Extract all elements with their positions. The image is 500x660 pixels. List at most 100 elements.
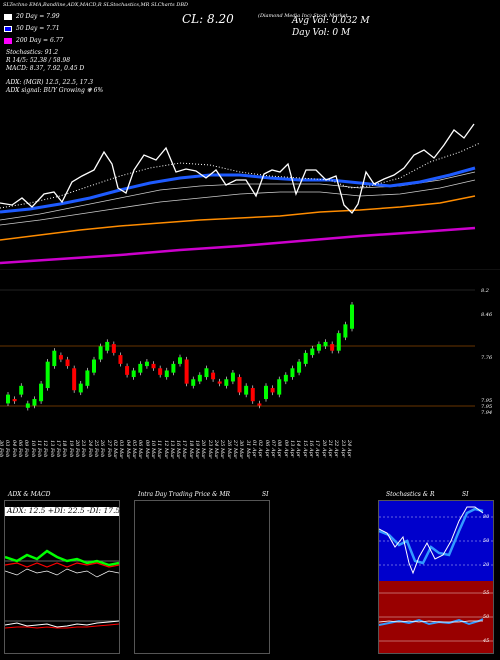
candle-body xyxy=(92,359,96,373)
price-label: 7.94 xyxy=(481,410,493,416)
ema50-line xyxy=(0,166,476,214)
candlestick-panel xyxy=(0,289,475,411)
date-label: 17 Mar xyxy=(181,440,188,459)
candle-body xyxy=(125,366,130,375)
candle-body xyxy=(164,370,169,378)
date-label: 18 Feb xyxy=(61,440,68,458)
candle-body xyxy=(98,346,103,360)
adx-macd-panel: ADX: 12.5 +DI: 22.5 -DI: 17.5 xyxy=(4,500,120,654)
adx-macd-title: ADX & MACD xyxy=(8,491,51,498)
plus-di-line xyxy=(5,549,119,567)
candle-body xyxy=(25,403,30,408)
date-label: 17 Apr xyxy=(314,440,321,458)
date-label: 26 Feb xyxy=(99,440,106,458)
date-label: 18 Mar xyxy=(187,440,194,459)
candle-body xyxy=(244,385,249,395)
date-label: 09 Feb xyxy=(23,440,30,458)
date-label: 02 Apr xyxy=(257,440,264,458)
ema20-swatch xyxy=(4,14,12,20)
price-label: 7.95 xyxy=(481,398,493,404)
candle-body xyxy=(65,359,70,367)
stochastics-title: Stochastics & R xyxy=(386,491,435,498)
candles xyxy=(6,301,354,411)
price-label: 7.76 xyxy=(481,355,493,361)
date-label: 25 Feb xyxy=(92,440,99,458)
price-label: 8.2 xyxy=(481,288,489,294)
candle-body xyxy=(78,383,83,393)
date-label: 20 Mar xyxy=(200,440,207,459)
date-label: 04 Feb xyxy=(10,440,17,458)
mr-tick: 55 xyxy=(483,590,490,596)
candle-body xyxy=(350,304,354,329)
macd-readout: MACD: 8.37, 7.92, 0.45 D xyxy=(6,65,85,72)
stoch-tick: 80 xyxy=(483,514,490,520)
macd-signal-line xyxy=(5,623,119,629)
date-label: 02 Mar xyxy=(111,440,118,459)
adx-signal: ADX signal: BUY Growing ❋ 6% xyxy=(6,87,104,94)
candle-body xyxy=(178,357,182,364)
candle-body xyxy=(211,372,216,380)
price-line xyxy=(0,123,475,215)
date-label: 10 Mar xyxy=(149,440,156,459)
ema20-dotted xyxy=(0,142,481,209)
bandline-upper xyxy=(0,171,476,221)
date-label: 25 Mar xyxy=(219,440,226,459)
candle-body xyxy=(204,368,209,378)
candle-body xyxy=(6,394,10,404)
candle-body xyxy=(197,374,202,382)
candle-body xyxy=(323,341,328,347)
close-price: CL: 8.20 xyxy=(182,12,234,26)
stoch-d-line xyxy=(379,507,484,565)
ema50-swatch xyxy=(4,26,12,32)
macd-line xyxy=(5,620,119,628)
candle-body xyxy=(111,344,116,353)
ema200-label: 200 Day = 6.77 xyxy=(16,37,64,44)
date-label: 11 Mar xyxy=(156,440,163,459)
stoch-k-line xyxy=(379,506,484,575)
date-axis: 30 Feb 03 Feb 04 Feb 06 Feb 09 Feb 10 Feb 11 F… xyxy=(0,440,480,485)
candle-body xyxy=(32,399,37,406)
date-label: 10 Feb xyxy=(29,440,36,458)
candle-body xyxy=(118,355,123,364)
candle-body xyxy=(316,344,321,351)
date-label: 06 Mar xyxy=(137,440,144,459)
adx-values: ADX: 12.5 +DI: 22.5 -DI: 17.5 xyxy=(7,506,121,515)
candle-body xyxy=(19,385,24,395)
candle-body xyxy=(144,361,149,367)
candle-body xyxy=(217,381,222,384)
mr-tick: 50 xyxy=(483,614,490,620)
date-label: 06 Apr xyxy=(263,440,270,458)
stochastics-panel: 80 50 20 55 50 45 xyxy=(378,500,494,654)
date-label: 03 Feb xyxy=(4,440,11,458)
date-label: 24 Apr xyxy=(346,440,352,458)
candle-body xyxy=(85,370,90,386)
stoch-tick: 50 xyxy=(483,538,490,544)
chart-title-line: SLTechno EMA,Bandline,ADX,MACD,R SLStoch… xyxy=(3,2,189,8)
date-label: 24 Feb xyxy=(86,440,93,458)
date-label: 23 Apr xyxy=(339,440,346,458)
minus-di-line xyxy=(5,562,119,568)
date-label: 23 Mar xyxy=(206,440,213,459)
candle-body xyxy=(303,352,308,364)
candle-body xyxy=(297,361,302,373)
candle-body xyxy=(191,379,196,386)
candle-body xyxy=(250,388,255,402)
date-label: 23 Feb xyxy=(80,440,87,458)
date-label: 12 Feb xyxy=(42,440,49,458)
ema20-label: 20 Day = 7.99 xyxy=(16,13,60,20)
date-label: 27 Feb xyxy=(105,440,112,458)
candle-body xyxy=(270,388,275,393)
candle-body xyxy=(277,379,282,395)
intraday-si-label: SI xyxy=(262,491,269,498)
ema200-line xyxy=(0,226,476,265)
intraday-panel xyxy=(134,500,270,654)
date-label: 15 Apr xyxy=(301,440,308,458)
date-label: 09 Apr xyxy=(282,440,289,458)
orange-line xyxy=(0,195,476,241)
candle-body xyxy=(58,355,63,360)
mr-line xyxy=(379,618,484,626)
date-label: 14 Apr xyxy=(295,440,302,458)
company-name: (Diamond Media Inc) Stock Market xyxy=(258,13,348,19)
date-label: 13 Mar xyxy=(168,440,175,459)
mr-signal-line xyxy=(379,620,483,623)
